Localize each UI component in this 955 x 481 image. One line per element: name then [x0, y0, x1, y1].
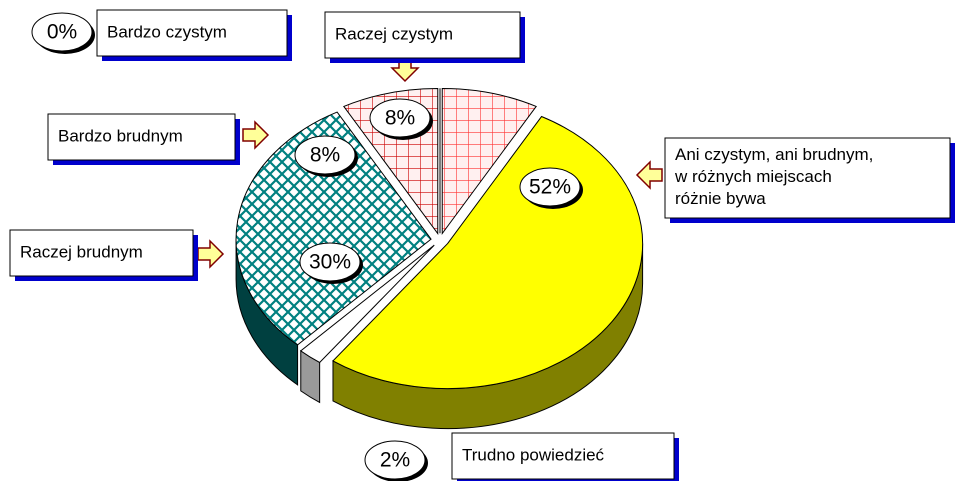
label-arrow [197, 239, 225, 269]
category-label: Raczej czystym [335, 24, 453, 43]
label-box [451, 432, 675, 480]
category-label: Bardzo brudnym [58, 126, 183, 145]
value-bubble [364, 440, 426, 480]
value-label: 2% [380, 449, 410, 472]
value-bubble [519, 167, 581, 207]
value-bubble [294, 135, 356, 175]
category-label: Trudno powiedzieć [462, 445, 605, 464]
label-box [664, 137, 951, 219]
pie-tops [235, 88, 644, 390]
slice [235, 111, 432, 346]
label-box [9, 229, 194, 277]
slice [299, 244, 435, 364]
label-box [96, 9, 288, 57]
value-label: 30% [309, 251, 351, 274]
labels: Bardzo czystym 0% Raczej czystym 8% Ani czys… [9, 9, 955, 481]
value-label: 8% [310, 144, 340, 167]
category-label: Ani czystym, ani brudnym, w różnych miejs… [674, 145, 873, 208]
value-bubble [299, 242, 361, 282]
category-label: Bardzo czystym [107, 22, 227, 41]
label-box [47, 113, 236, 161]
value-label: 52% [529, 176, 571, 199]
category-label: Raczej brudnym [20, 242, 143, 261]
label-arrow [242, 120, 270, 150]
label-arrow [635, 160, 663, 190]
label-box [324, 11, 521, 59]
value-label: 0% [47, 21, 77, 44]
value-bubble [369, 98, 431, 138]
value-label: 8% [385, 107, 415, 130]
value-bubble [31, 12, 93, 52]
slice [441, 88, 537, 236]
